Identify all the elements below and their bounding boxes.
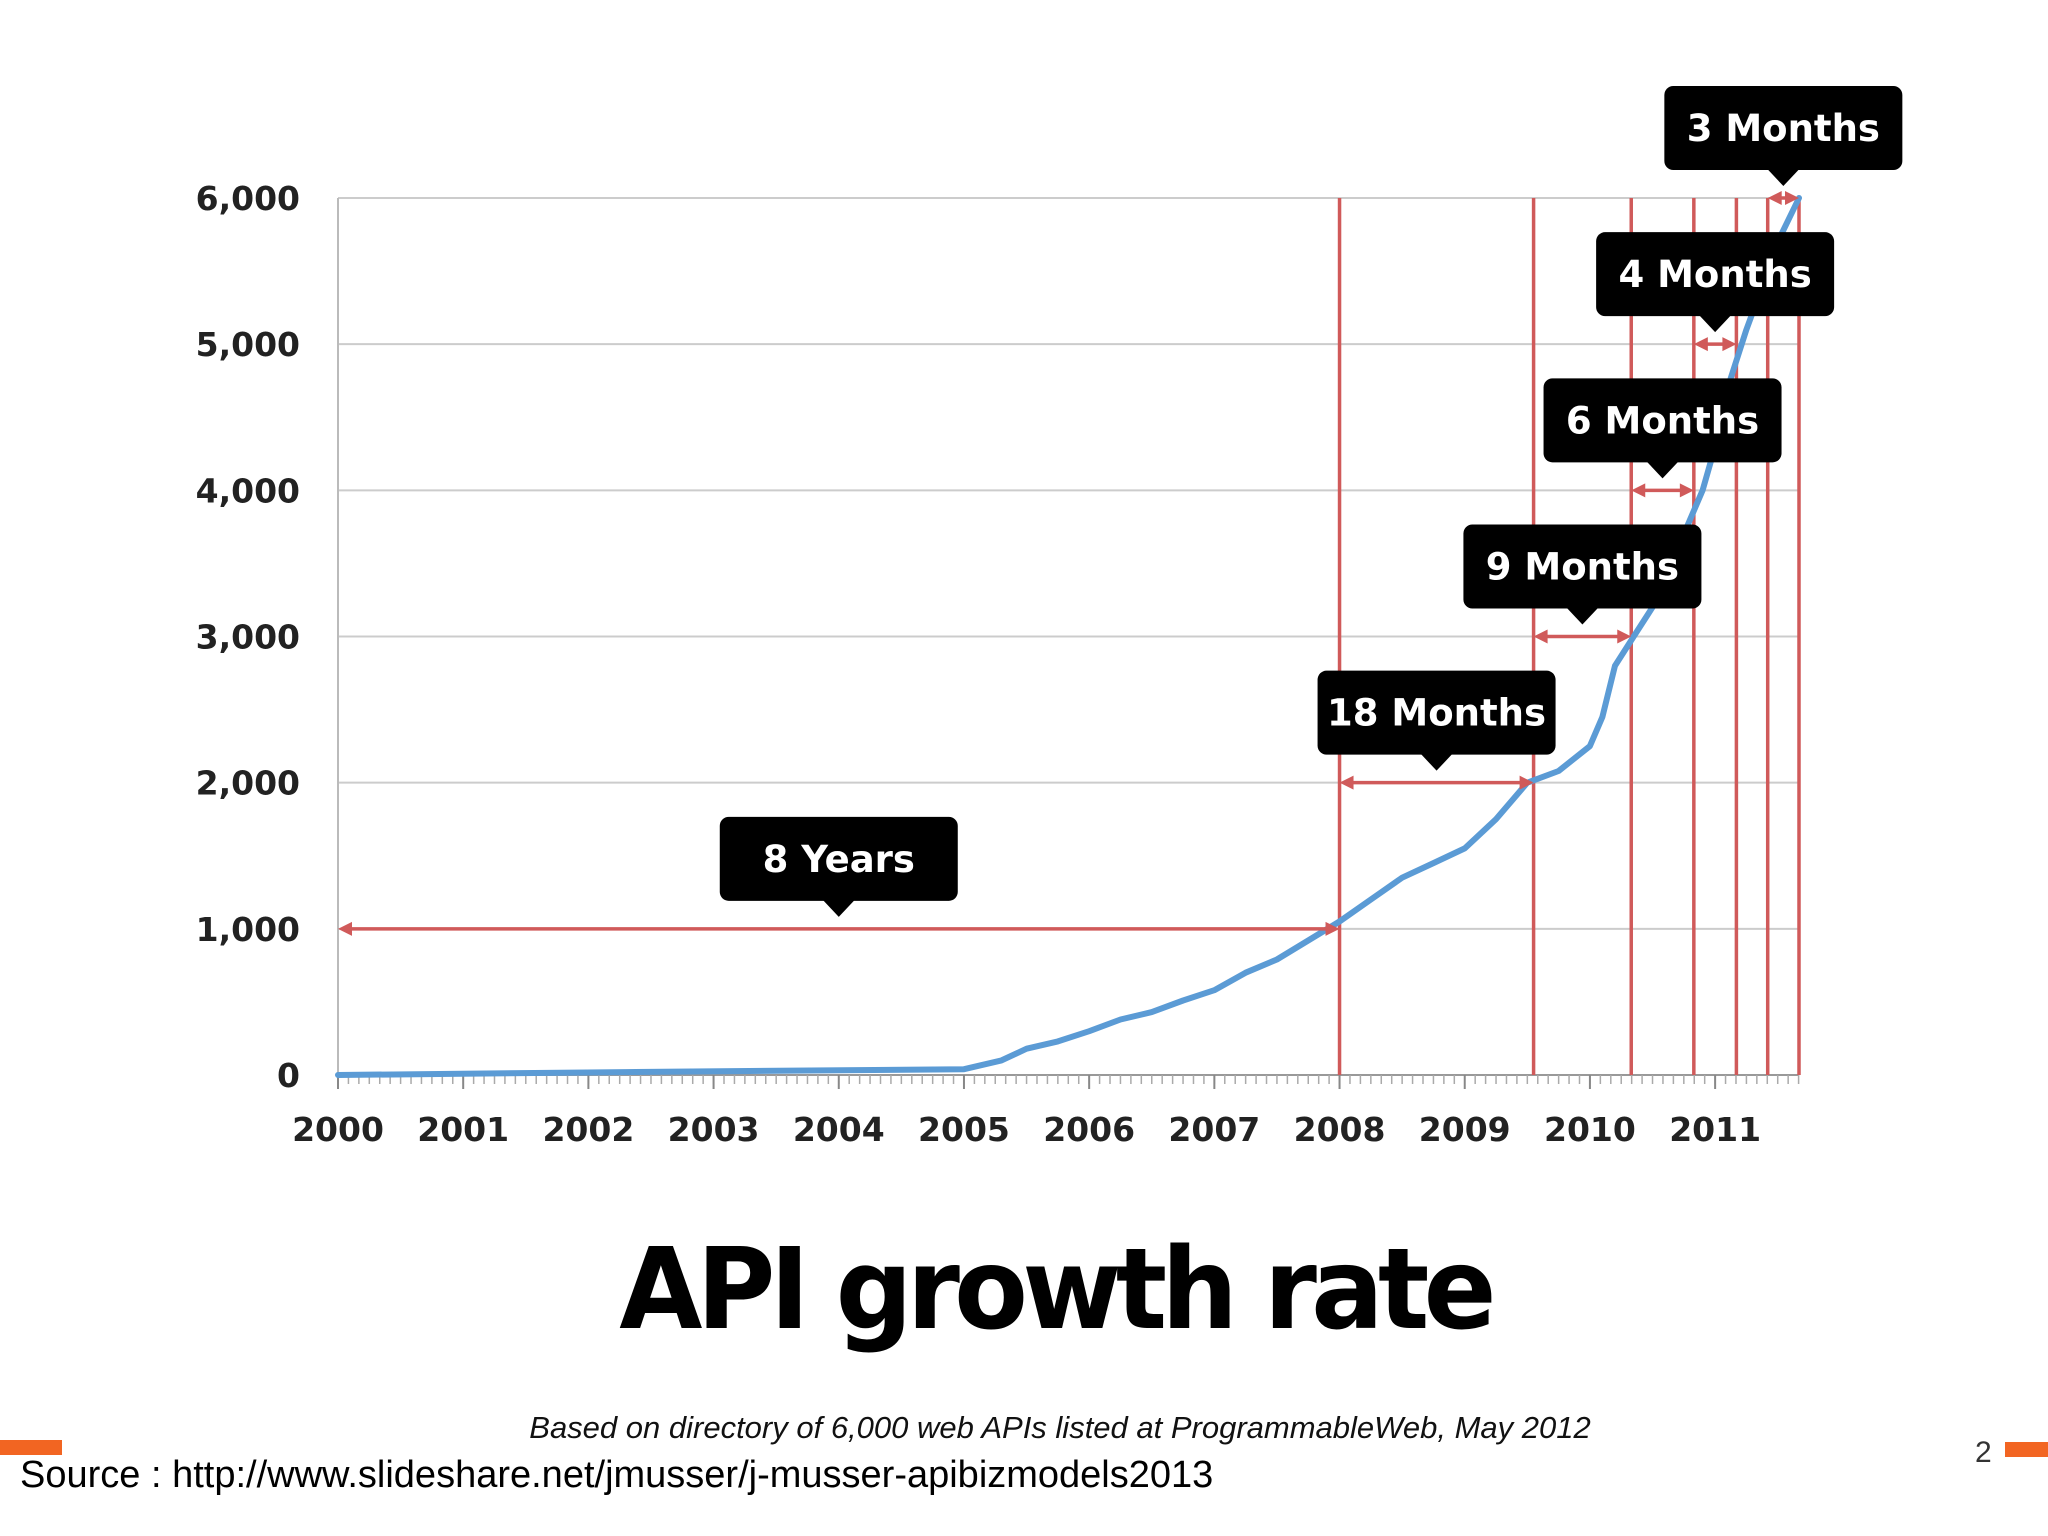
- chart-title: API growth rate: [619, 1225, 1496, 1355]
- callouts: 8 Years 18 Months 9 Months 6 Months 4 Months…: [719, 86, 1903, 917]
- x-tick-label: 2010: [1544, 1110, 1636, 1149]
- y-tick-label: 5,000: [196, 325, 300, 364]
- page-number: 2: [1975, 1436, 1992, 1469]
- callout-label: 6 Months: [1566, 399, 1759, 442]
- span-arrowhead: [1722, 337, 1737, 352]
- callout-box: [719, 816, 958, 901]
- chart-subtitle: Based on directory of 6,000 web APIs lis…: [529, 1410, 1591, 1445]
- callout: 6 Months: [1543, 378, 1782, 479]
- x-tick-label: 2001: [417, 1110, 509, 1149]
- x-tick-label: 2006: [1043, 1110, 1135, 1149]
- series-layer: [335, 195, 1802, 1078]
- y-tick-label: 6,000: [196, 179, 300, 218]
- callout-pointer: [1646, 461, 1679, 479]
- callout-box: [1317, 670, 1556, 755]
- y-tick-label: 0: [277, 1056, 300, 1095]
- callout-pointer: [1566, 607, 1599, 625]
- callout: 9 Months: [1463, 524, 1702, 625]
- span-arrowhead: [1785, 191, 1799, 205]
- x-tick-label: 2000: [292, 1110, 384, 1149]
- span-arrows: [338, 191, 1799, 936]
- span-arrowhead: [1631, 483, 1646, 498]
- series-line: [335, 195, 1802, 1078]
- y-tick-label: 1,000: [196, 910, 300, 949]
- callout-label: 3 Months: [1687, 107, 1880, 150]
- y-tick-label: 3,000: [196, 618, 300, 657]
- x-tick-label: 2011: [1669, 1110, 1761, 1149]
- x-tick-label: 2004: [793, 1110, 885, 1149]
- span-arrowhead: [1519, 775, 1534, 790]
- callout-box: [1664, 86, 1903, 170]
- callout-box: [1543, 378, 1782, 463]
- callout-label: 9 Months: [1486, 546, 1679, 589]
- span-arrowhead: [1533, 629, 1548, 644]
- minor-ticks: [337, 1075, 1800, 1084]
- source-citation: Source : http://www.slideshare.net/jmuss…: [20, 1454, 1214, 1496]
- callout: 18 Months: [1317, 670, 1556, 771]
- x-tick-label: 2008: [1294, 1110, 1386, 1149]
- callout-label: 18 Months: [1327, 692, 1546, 735]
- span-arrowhead: [338, 921, 352, 936]
- span-arrowhead: [1617, 629, 1632, 644]
- callout-box: [1596, 232, 1835, 317]
- callout: 3 Months: [1664, 86, 1903, 186]
- callout-pointer: [1420, 753, 1453, 771]
- x-tick-label: 2009: [1419, 1110, 1511, 1149]
- accent-bar-right: [2005, 1442, 2048, 1457]
- callout-label: 8 Years: [763, 838, 915, 881]
- accent-bar-left: [0, 1440, 62, 1455]
- span-arrowhead: [1325, 921, 1340, 936]
- y-tick-label: 2,000: [196, 764, 300, 803]
- span-arrowhead: [1339, 775, 1354, 790]
- callout-label: 4 Months: [1618, 253, 1811, 296]
- callout-pointer: [1699, 315, 1732, 333]
- x-tick-label: 2005: [918, 1110, 1010, 1149]
- callout-pointer: [822, 899, 855, 917]
- span-arrowhead: [1693, 337, 1708, 352]
- span-arrowhead: [1679, 483, 1694, 498]
- y-tick-label: 4,000: [196, 471, 300, 510]
- x-tick-label: 2007: [1168, 1110, 1260, 1149]
- callout-pointer: [1767, 169, 1800, 186]
- x-axis: 2000 2001 2002 2003 2004 2005 2006 2007 2008 2009…: [292, 1075, 1761, 1149]
- y-axis: 0 1,000 2,000 3,000 4,000 5,000 6,000: [196, 179, 300, 1095]
- x-tick-label: 2002: [542, 1110, 634, 1149]
- span-arrowhead: [1767, 191, 1782, 205]
- callout: 8 Years: [719, 816, 958, 917]
- api-growth-chart: 0 1,000 2,000 3,000 4,000 5,000 6,000 2000 2001…: [196, 86, 1903, 1149]
- x-tick-label: 2003: [668, 1110, 760, 1149]
- callout-box: [1463, 524, 1702, 609]
- callout: 4 Months: [1596, 232, 1835, 333]
